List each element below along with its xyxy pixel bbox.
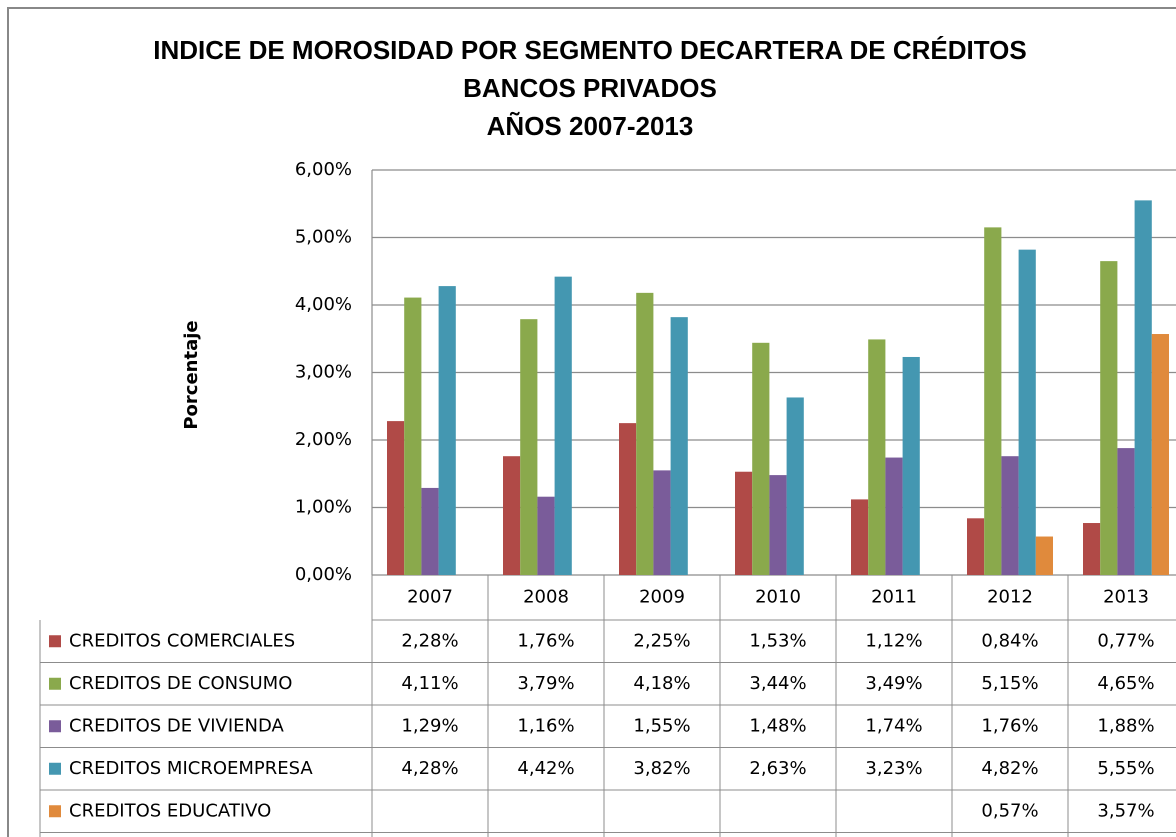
legend-label: CREDITOS EDUCATIVO [69,800,271,821]
data-label: 1,88% [1097,715,1154,736]
legend-label: CREDITOS DE CONSUMO [69,673,292,694]
x-tick-label: 2009 [639,587,685,608]
data-label: 1,76% [981,715,1038,736]
legend-key [49,720,61,733]
data-label: 1,74% [865,715,922,736]
data-label: 1,53% [749,630,806,651]
bar [670,317,688,575]
bar [636,292,654,575]
y-tick-label: 1,00% [295,497,352,518]
chart-title: AÑOS 2007-2013 [487,111,694,141]
legend-key [49,635,61,648]
data-label: 3,57% [1097,800,1154,821]
data-label: 4,11% [401,673,458,694]
bar [851,499,869,575]
data-label: 4,82% [981,758,1038,779]
data-label: 0,57% [981,800,1038,821]
bar [1035,536,1053,575]
data-label: 2,28% [401,630,458,651]
y-tick-label: 4,00% [295,294,352,315]
bar [619,423,637,575]
bar [735,471,753,575]
bar [984,227,1002,575]
legend-label: CREDITOS MICROEMPRESA [69,758,313,779]
data-label: 3,49% [865,673,922,694]
data-label: 3,23% [865,758,922,779]
data-label: 4,18% [633,673,690,694]
x-tick-label: 2007 [407,587,453,608]
x-tick-label: 2011 [871,587,917,608]
x-tick-label: 2008 [523,587,569,608]
bar [769,475,787,575]
bar [752,342,770,575]
data-label: 1,12% [865,630,922,651]
x-tick-label: 2012 [987,587,1033,608]
y-tick-label: 5,00% [295,227,352,248]
bar [387,421,405,575]
bar [554,276,572,575]
data-label: 5,55% [1097,758,1154,779]
data-label: 1,76% [517,630,574,651]
data-label: 5,15% [981,673,1038,694]
legend-key [49,805,61,818]
bar [786,397,804,575]
legend-label: CREDITOS DE VIVIENDA [69,715,285,736]
bar [503,456,521,575]
bar [421,487,439,575]
data-label: 1,16% [517,715,574,736]
data-label: 2,25% [633,630,690,651]
x-tick-label: 2010 [755,587,801,608]
bar [1018,249,1036,575]
bar [520,319,538,575]
bar [1117,448,1135,575]
data-label: 4,65% [1097,673,1154,694]
bar [537,496,555,575]
chart-title: INDICE DE MOROSIDAD POR SEGMENTO DECARTE… [153,35,1027,65]
legend-key [49,762,61,775]
y-axis-label: Porcentaje [181,320,202,429]
bar [1100,261,1118,575]
legend-key [49,677,61,690]
data-label: 2,63% [749,758,806,779]
data-label: 3,79% [517,673,574,694]
data-label: 1,29% [401,715,458,736]
bar [885,457,903,575]
bar [1134,200,1152,575]
y-tick-label: 3,00% [295,362,352,383]
data-label: 1,55% [633,715,690,736]
data-label: 0,84% [981,630,1038,651]
data-label: 1,48% [749,715,806,736]
data-label: 4,28% [401,758,458,779]
bar [1083,523,1101,575]
data-label: 4,42% [517,758,574,779]
bar [868,339,886,575]
bar [967,518,985,575]
bar [1001,456,1019,575]
y-tick-label: 0,00% [295,564,352,585]
bar [1151,334,1169,575]
data-label: 3,44% [749,673,806,694]
bar [902,356,920,575]
legend-label: CREDITOS COMERCIALES [69,630,295,651]
x-tick-label: 2013 [1103,587,1149,608]
bar [438,286,456,575]
y-tick-label: 6,00% [295,159,352,180]
bar [404,297,422,575]
chart-title: BANCOS PRIVADOS [463,73,717,103]
chart-frame [7,7,1176,837]
data-label: 3,82% [633,758,690,779]
bar [653,470,671,575]
y-tick-label: 2,00% [295,429,352,450]
data-label: 0,77% [1097,630,1154,651]
